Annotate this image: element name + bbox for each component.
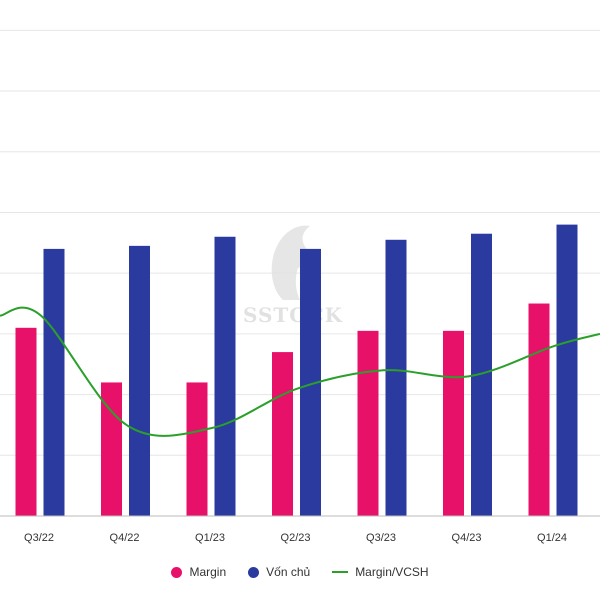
legend-item-margin-vcsh[interactable]: Margin/VCSH (332, 565, 429, 579)
line-margin-vcsh[interactable] (0, 306, 600, 437)
bar-margin-Q1-24[interactable] (528, 303, 550, 516)
x-tick-label: Q1/24 (537, 532, 567, 544)
x-tick-label: Q2/23 (281, 532, 311, 544)
bars (15, 224, 578, 517)
x-tick-label: Q4/22 (110, 532, 140, 544)
bar-margin-Q3-22[interactable] (15, 327, 37, 516)
x-tick-label: Q4/23 (452, 532, 482, 544)
legend-line-margin-vcsh (332, 571, 349, 573)
watermark-text: SSTOCK (243, 303, 343, 327)
x-tick-label: Q3/23 (366, 532, 396, 544)
watermark: SSTOCK (243, 225, 343, 327)
legend-label-margin: Margin (189, 565, 227, 579)
bar-von-chu-Q1-24[interactable] (556, 224, 578, 517)
chart: SSTOCK Q3/22 Q4/22 Q1/23 Q2/23 Q3/23 Q4/23 Q1/… (0, 29, 600, 544)
bar-von-chu-Q2-23[interactable] (300, 248, 321, 517)
x-tick-labels: Q3/22 Q4/22 Q1/23 Q2/23 Q3/23 Q4/23 Q1/24 (24, 532, 567, 544)
x-tick-label: Q3/22 (24, 532, 54, 544)
bar-margin-Q4-23[interactable] (443, 330, 464, 516)
horse-head-icon (271, 225, 310, 300)
bar-von-chu-Q4-23[interactable] (471, 233, 492, 516)
bar-margin-Q3-23[interactable] (357, 330, 379, 516)
legend-label-margin-vcsh: Margin/VCSH (355, 565, 429, 579)
legend: Margin Vốn chủ Margin/VCSH (0, 562, 600, 582)
legend-item-von-chu[interactable]: Vốn chủ (248, 565, 310, 579)
x-tick-label: Q1/23 (195, 532, 225, 544)
ratio-line-layer (0, 306, 600, 437)
bar-von-chu-Q1-23[interactable] (214, 236, 236, 517)
bar-von-chu-Q4-22[interactable] (129, 245, 150, 516)
legend-dot-von-chu (248, 566, 260, 578)
legend-dot-margin (171, 566, 183, 578)
bar-von-chu-Q3-23[interactable] (385, 239, 407, 516)
bar-margin-Q2-23[interactable] (272, 352, 293, 516)
legend-item-margin[interactable]: Margin (171, 565, 226, 579)
legend-label-von-chu: Vốn chủ (266, 565, 311, 579)
bar-margin-Q1-23[interactable] (186, 382, 208, 516)
bar-von-chu-Q3-22[interactable] (43, 248, 65, 517)
